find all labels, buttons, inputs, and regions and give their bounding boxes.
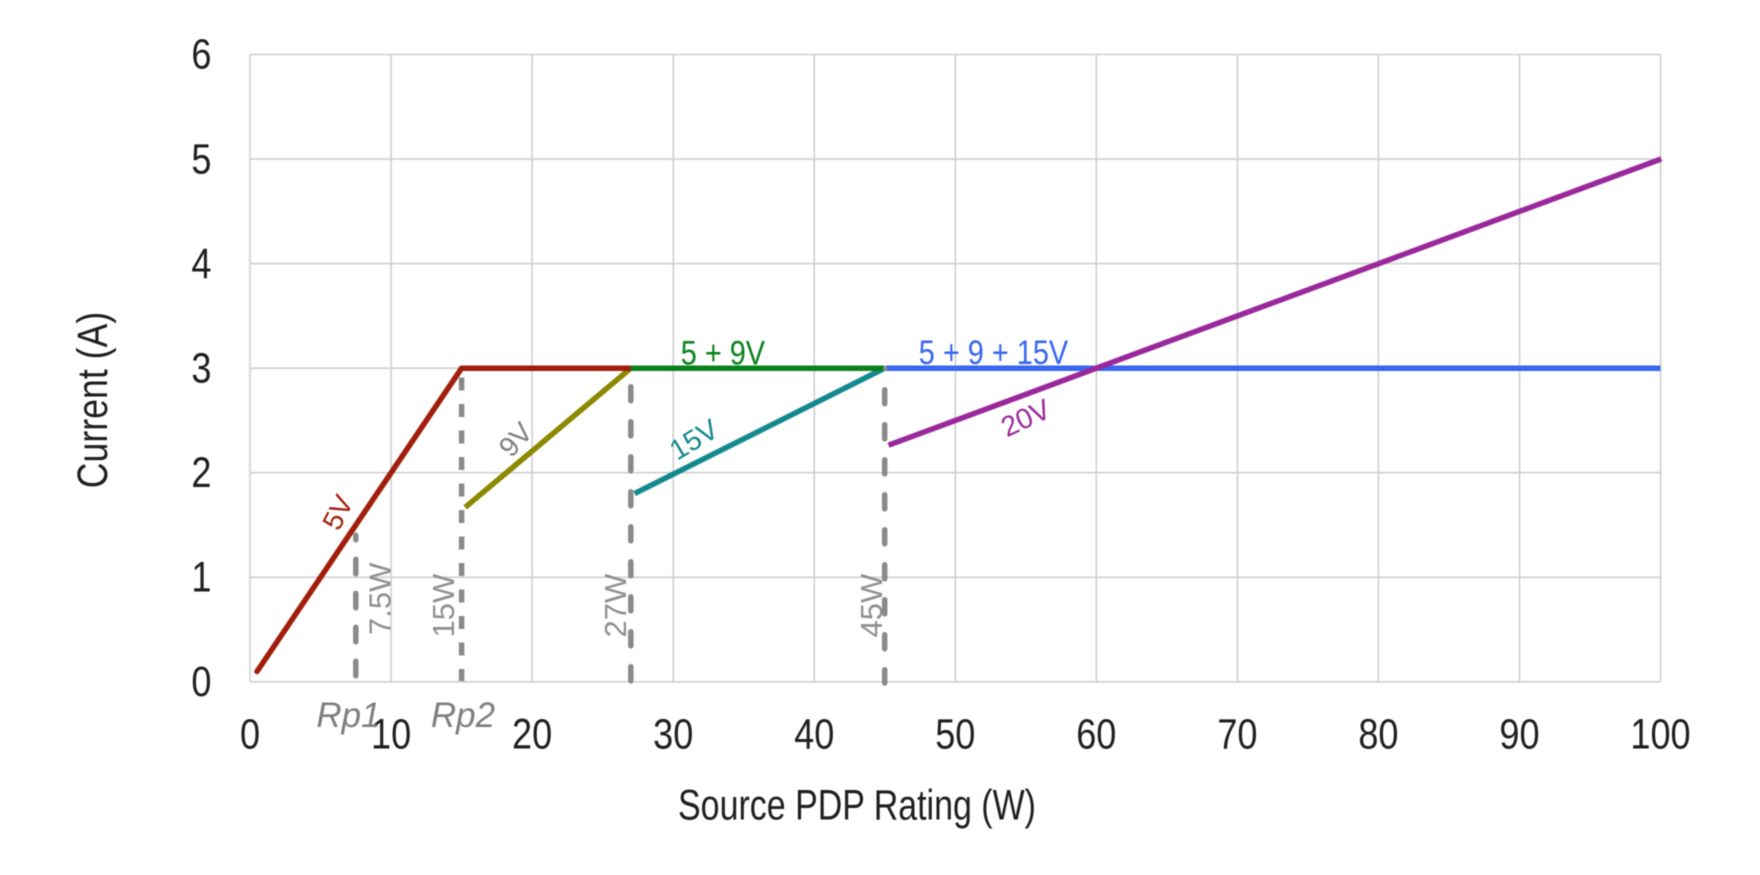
svg-text:6: 6 (191, 31, 211, 79)
svg-text:5 + 9 + 15V: 5 + 9 + 15V (919, 333, 1068, 372)
svg-text:0: 0 (191, 658, 211, 706)
svg-text:2: 2 (191, 449, 211, 497)
svg-text:100: 100 (1630, 711, 1690, 759)
svg-text:5: 5 (191, 135, 211, 183)
svg-text:7.5W: 7.5W (363, 562, 398, 635)
svg-text:Rp2: Rp2 (431, 696, 495, 735)
svg-text:50: 50 (935, 711, 975, 759)
svg-text:3: 3 (191, 344, 211, 392)
svg-text:10: 10 (371, 711, 411, 759)
svg-text:45W: 45W (854, 573, 889, 637)
svg-text:Current (A): Current (A) (69, 312, 117, 488)
svg-text:40: 40 (794, 711, 834, 759)
svg-text:27W: 27W (598, 573, 633, 637)
svg-text:4: 4 (191, 240, 211, 288)
svg-text:80: 80 (1358, 711, 1398, 759)
svg-text:70: 70 (1217, 711, 1257, 759)
svg-text:90: 90 (1499, 711, 1539, 759)
svg-text:Source PDP Rating (W): Source PDP Rating (W) (678, 782, 1036, 830)
svg-text:30: 30 (653, 711, 693, 759)
svg-text:20: 20 (512, 711, 552, 759)
svg-text:15W: 15W (426, 573, 461, 637)
svg-text:Rp1: Rp1 (316, 696, 380, 735)
svg-text:1: 1 (191, 554, 211, 602)
svg-text:60: 60 (1076, 711, 1116, 759)
svg-text:5 + 9V: 5 + 9V (681, 333, 765, 372)
svg-text:0: 0 (240, 711, 260, 759)
